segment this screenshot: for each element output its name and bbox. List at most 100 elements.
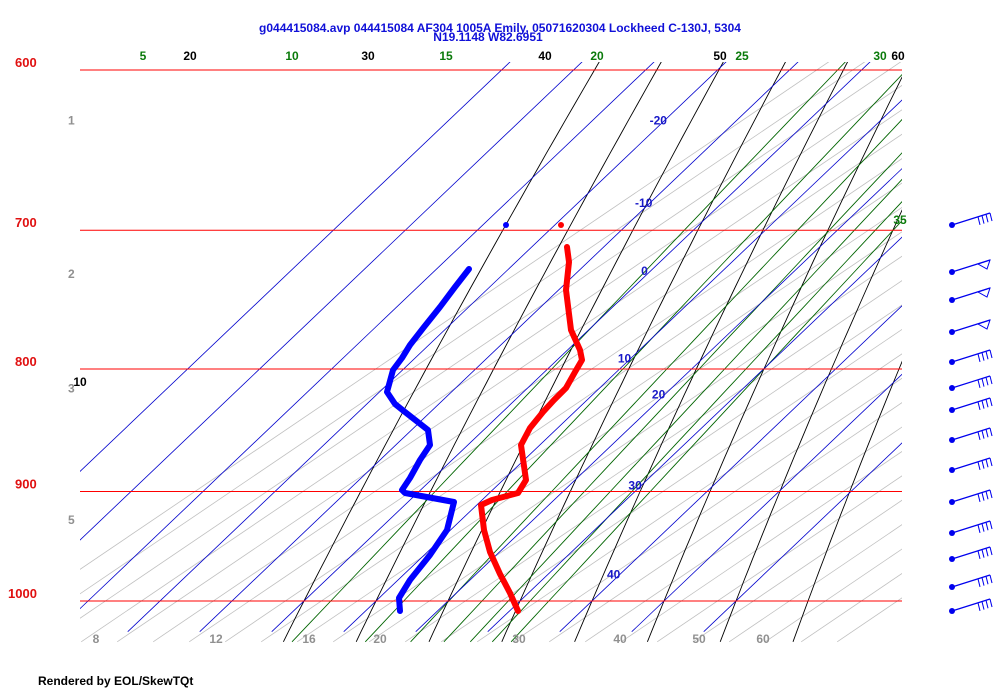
dry-adiabat-label: 60 [891,49,905,63]
wind-barb-feather [985,576,989,585]
wind-barb [949,375,993,391]
wind-barb-shaft [951,375,991,389]
wind-barb [949,457,993,473]
isotherm-label: 40 [607,568,621,582]
bottom-axis-label: 20 [373,632,387,646]
isotherm-label: -20 [650,114,668,128]
bottom-axis-label: 40 [613,632,627,646]
wind-barb-feather [985,522,989,531]
wind-barb-pennant [976,319,991,330]
wind-barb [949,598,993,614]
footer-credit: Rendered by EOL/SkewTQt [38,674,193,688]
wind-barb-feather [989,520,993,530]
dewpoint-top-point [503,222,509,228]
wind-barb [949,520,993,536]
isotherm-line [487,236,902,633]
wind-barb [949,349,993,365]
mixing-ratio-label: 35 [893,213,907,227]
wind-barb-feather [977,578,981,588]
mixing-ratio-line [510,220,902,643]
wind-barb-shaft [951,574,991,588]
wind-barb-feather [977,461,981,471]
altitude-label: 2 [68,267,75,281]
bottom-axis-label: 60 [756,632,770,646]
moist-adiabat-line [296,231,902,643]
isotherm-line [631,373,902,633]
isobar-label: 600 [15,55,37,70]
wind-barb-feather [977,493,981,503]
moist-adiabat-line [80,62,866,595]
moist-adiabat-line [260,206,902,643]
isotherm-label: -10 [635,196,653,210]
wind-barb-shaft [951,489,991,503]
moist-adiabat-line [152,133,902,643]
wind-barb-feather [981,523,985,532]
wind-barb-pennant [976,287,991,298]
dry-adiabat-label: 10 [73,375,87,389]
bottom-axis-label: 16 [302,632,316,646]
moist-adiabat-line [404,304,902,643]
moist-adiabat-line [188,158,902,643]
wind-barb-shaft [951,457,991,471]
wind-barb [949,574,993,590]
isotherm-label: 30 [628,479,642,493]
dry-adiabat-label: 50 [713,49,727,63]
wind-barb-feather [985,459,989,468]
wind-barb-feather [981,577,985,586]
wind-barb-feather [977,379,981,389]
wind-barb-shaft [951,546,991,560]
wind-barb [949,397,993,413]
dry-adiabat-line [792,360,902,642]
altitude-label: 5 [68,513,75,527]
moist-adiabat-line [116,109,902,643]
moist-adiabat-line [620,450,902,643]
wind-barb-feather [977,353,981,363]
wind-barb-feather [985,600,989,609]
mixing-ratio-label: 15 [439,49,453,63]
mixing-ratio-label: 30 [873,49,887,63]
isotherm-line [199,62,799,633]
isotherm-label: 0 [641,264,648,278]
wind-barb-feather [989,598,993,608]
bottom-axis-label: 30 [512,632,526,646]
wind-barb [949,427,993,443]
isobar-label: 700 [15,215,37,230]
wind-barb-shaft [951,598,991,612]
isotherm-line [80,62,655,610]
isotherm-line [343,99,902,633]
wind-barb-shaft [951,520,991,534]
isobar-label: 1000 [8,586,37,601]
wind-barb-feather [981,215,985,224]
isotherm-label: 10 [618,352,632,366]
wind-barb-feather [985,491,989,500]
temperature-top-point [558,222,564,228]
moist-adiabat-line [584,426,902,643]
wind-barb-feather [981,601,985,610]
wind-barb-feather [981,400,985,409]
moist-adiabat-line [224,182,902,643]
chart-title-line2: N19.1148 W82.6951 [433,30,543,44]
dry-adiabat-line [428,62,724,642]
wind-barb-shaft [951,212,991,226]
moist-adiabat-line [512,377,902,643]
wind-barb-pennant [976,259,991,270]
wind-barb [949,319,991,335]
moist-adiabat-line [368,280,902,643]
isobars [80,69,902,602]
dry-adiabat-label: 40 [538,49,552,63]
mixing-ratio-label: 5 [140,49,147,63]
isotherm-line [271,62,871,633]
moist-adiabat-line [656,475,902,643]
bottom-axis-label: 50 [692,632,706,646]
wind-barb-feather [985,351,989,360]
moist-adiabat-line [764,548,902,643]
sounding-profiles [384,222,585,614]
altitude-label: 3 [68,381,75,395]
bottom-axis-label: 8 [93,632,100,646]
moist-adiabat-line [800,572,902,643]
bottom-axis-label: 12 [209,632,223,646]
mixing-ratio-label: 20 [590,49,604,63]
isotherm-label: 20 [652,388,666,402]
wind-barb-feather [977,602,981,612]
temperature-profile [478,244,585,614]
